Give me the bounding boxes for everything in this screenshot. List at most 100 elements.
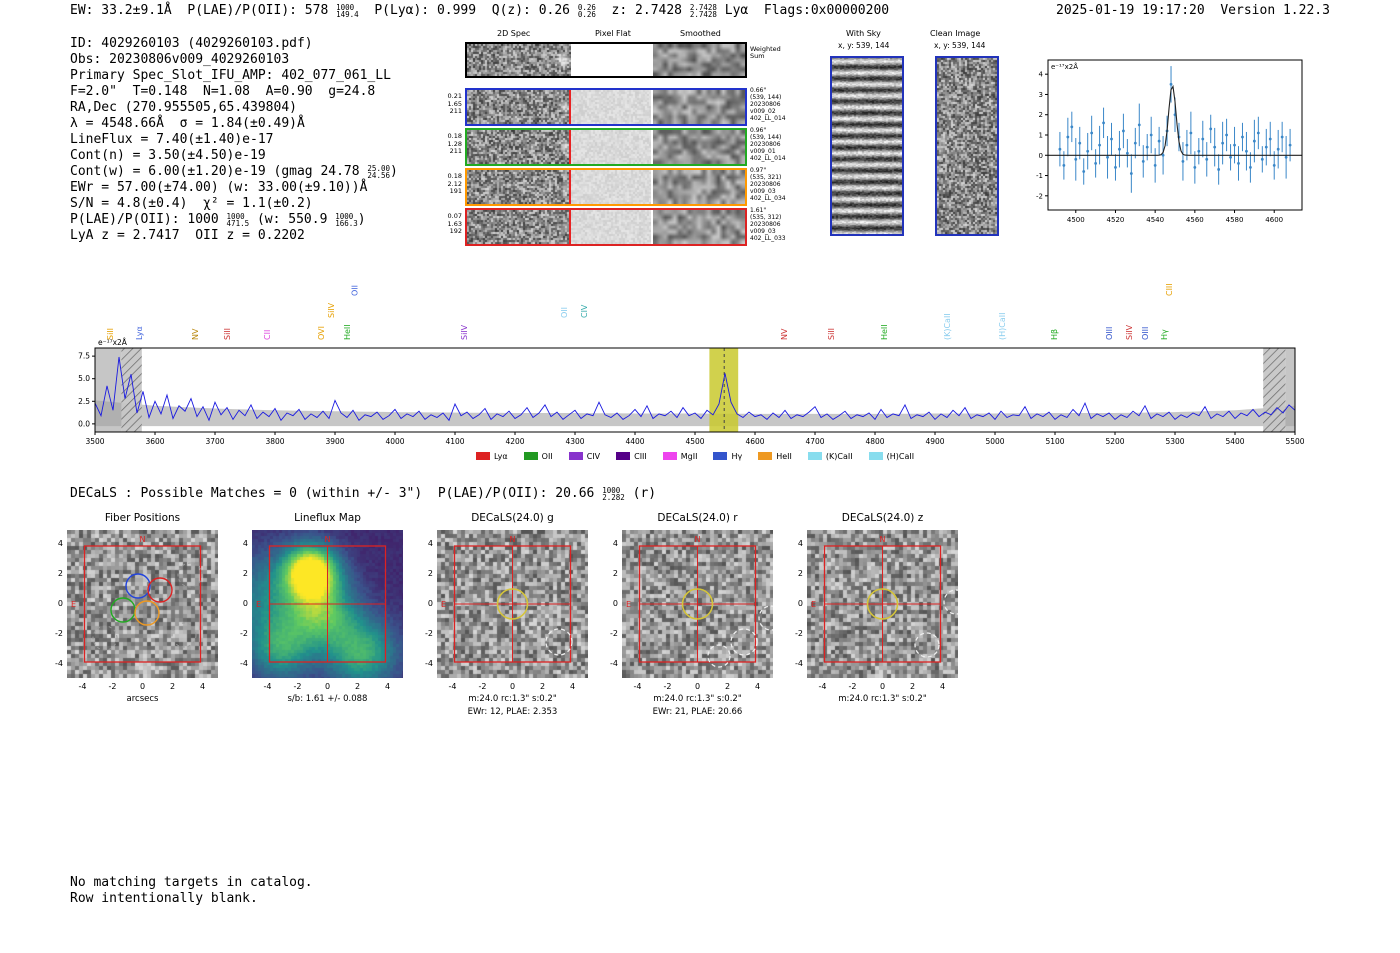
panel-xtick: -2 [293, 682, 302, 691]
weighted-sum-label: Weighted Sum [750, 45, 781, 61]
legend-label: Lyα [493, 451, 508, 461]
fiber-row-left-value: 1.28 [447, 139, 462, 148]
data-point [1193, 166, 1197, 169]
column-header-2d-spec: 2D Spec [497, 29, 531, 38]
panel-xtick: 2 [169, 682, 176, 691]
data-point [1062, 164, 1066, 167]
header-fraction: 2.7428 2.7428 [690, 3, 717, 19]
fiber-row-right-value: 402_LL_033 [750, 235, 786, 242]
x-tick-label: 3500 [85, 437, 104, 446]
neighbor-source-circle [914, 632, 940, 658]
panel-title: Fiber Positions [104, 512, 181, 524]
info-text: Cont(w) = 6.00(±1.20)e-19 (gmag 24.78 [70, 164, 368, 179]
panel-xtick: 4 [384, 682, 391, 691]
panel-xlabel: arcsecs [126, 694, 159, 704]
x-tick-label: 4500 [685, 437, 704, 446]
panel-xtick: 2 [354, 682, 361, 691]
emission-line-label: HeII [880, 324, 889, 340]
emission-line-label: SiII [827, 328, 836, 340]
footer-line: No matching targets in catalog. [70, 875, 313, 890]
compass-north-label: N [880, 535, 886, 544]
header-fraction-hi: 1000 [336, 2, 355, 12]
full-spectrum-plot: 3500 3600 3700 3800 3900 4000 4100 4200 4300 4400… [78, 283, 1305, 446]
data-point [1074, 157, 1078, 161]
emission-line-label: CIII [1165, 283, 1174, 296]
x-tick-label: 5200 [1105, 437, 1124, 446]
data-point [1201, 137, 1205, 141]
data-point [1181, 159, 1185, 163]
info-text: λ = 4548.66Å σ = 1.84(±0.49)Å [70, 116, 305, 131]
emission-marker-line [569, 210, 571, 244]
fiber-circle-dashed [177, 562, 203, 588]
x-tick-label: 4900 [925, 437, 944, 446]
y-tick-label: 3 [1039, 91, 1043, 99]
data-point [1125, 151, 1129, 155]
panel-ytick: 0 [57, 599, 63, 608]
y-tick-label: 5.0 [78, 374, 90, 383]
neighbor-source-circle [707, 644, 731, 668]
legend-swatch [568, 452, 583, 460]
y-tick-label: 2 [1039, 111, 1043, 119]
info-line: ID: 4029260103 (4029260103.pdf) [70, 36, 398, 52]
data-point [1252, 139, 1256, 143]
emission-line-label: (H)CaII [998, 313, 1007, 340]
info-line: Obs: 20230806v009_4029260103 [70, 52, 398, 68]
x-tick-label: 4300 [565, 437, 584, 446]
zoom-spectrum-plot-container: 4500 4520 4540 4560 4580 4600 -2 -1 0 1 2 3 4 e⁻¹⁷x2Å [1020, 48, 1310, 228]
fiber-row-right-value: (539, 144) [750, 94, 782, 101]
data-point [1086, 149, 1090, 153]
y-tick-label: 7.5 [78, 352, 90, 361]
data-point [1229, 155, 1232, 159]
data-point [1288, 143, 1292, 147]
fiber-circle-dashed [92, 625, 118, 651]
info-text: P(LAE)/P(OII): 1000 [70, 212, 227, 227]
info-line: Primary Spec_Slot_IFU_AMP: 402_077_061_L… [70, 68, 398, 84]
panel-xlabel: m:24.0 rc:1.3" s:0.2" [653, 694, 742, 704]
data-point [1209, 127, 1213, 131]
fibers-image [67, 530, 218, 678]
y-tick-label: 4 [1039, 71, 1044, 79]
header-datetime-version: 2025-01-19 19:17:20 Version 1.22.3 [1056, 3, 1330, 18]
data-point [1106, 155, 1109, 159]
header-fraction-hi: 0.26 [577, 2, 596, 12]
legend-label: CIV [586, 451, 601, 461]
y-tick-label: 1 [1039, 132, 1043, 140]
legend-item: Hγ [713, 452, 742, 461]
panel-ytick: 4 [797, 539, 803, 548]
fiber-row-right-value: (535, 321) [750, 174, 782, 181]
x-tick-label: 5100 [1045, 437, 1064, 446]
panel-ytick: -4 [610, 659, 618, 668]
emission-line-label: OVI [317, 326, 326, 340]
pixel-flat-canvas [571, 170, 653, 204]
spectrum-legend: Lyα OII CIV CIII MgII Hγ HeII (K)CaII (H)CaII [95, 445, 1295, 464]
legend-swatch [807, 452, 822, 460]
data-point [1205, 157, 1209, 161]
info-line: RA,Dec (270.955505,65.439804) [70, 100, 398, 116]
panel-xtick: 2 [724, 682, 731, 691]
data-point [1225, 133, 1228, 137]
smoothed-marker-line [651, 210, 653, 244]
clean-image [935, 56, 999, 236]
panel-xtick: 4 [754, 682, 761, 691]
info-fraction-hi: 1000 [226, 211, 245, 221]
panel-ytick: -4 [795, 659, 803, 668]
legend-swatch [713, 452, 728, 460]
legend-swatch [616, 452, 631, 460]
fiber-cutout-row [465, 168, 747, 206]
fiber-row-left-labels: 0.18 2.12 191 [440, 172, 462, 196]
compass-north-label: N [695, 535, 701, 544]
compass-north-label: N [510, 535, 516, 544]
data-point [1102, 121, 1105, 125]
x-tick-label: 4600 [745, 437, 764, 446]
compass-north-label: N [325, 535, 331, 544]
weighted-sum-label-line: Weighted [750, 45, 781, 53]
legend-item: CIII [616, 452, 647, 461]
fiber-row-right-value: 402_LL_034 [750, 195, 786, 202]
header-fraction-lo: 0.26 [577, 10, 596, 19]
legend-item: (K)CaII [807, 452, 853, 461]
data-point [1058, 147, 1062, 151]
info-line: Cont(w) = 6.00(±1.20)e-19 (gmag 24.78 25… [70, 164, 398, 180]
data-point [1153, 164, 1157, 167]
fiber-row-right-value: v009_03 [750, 228, 776, 235]
info-fraction-lo: 166.3 [335, 219, 358, 228]
